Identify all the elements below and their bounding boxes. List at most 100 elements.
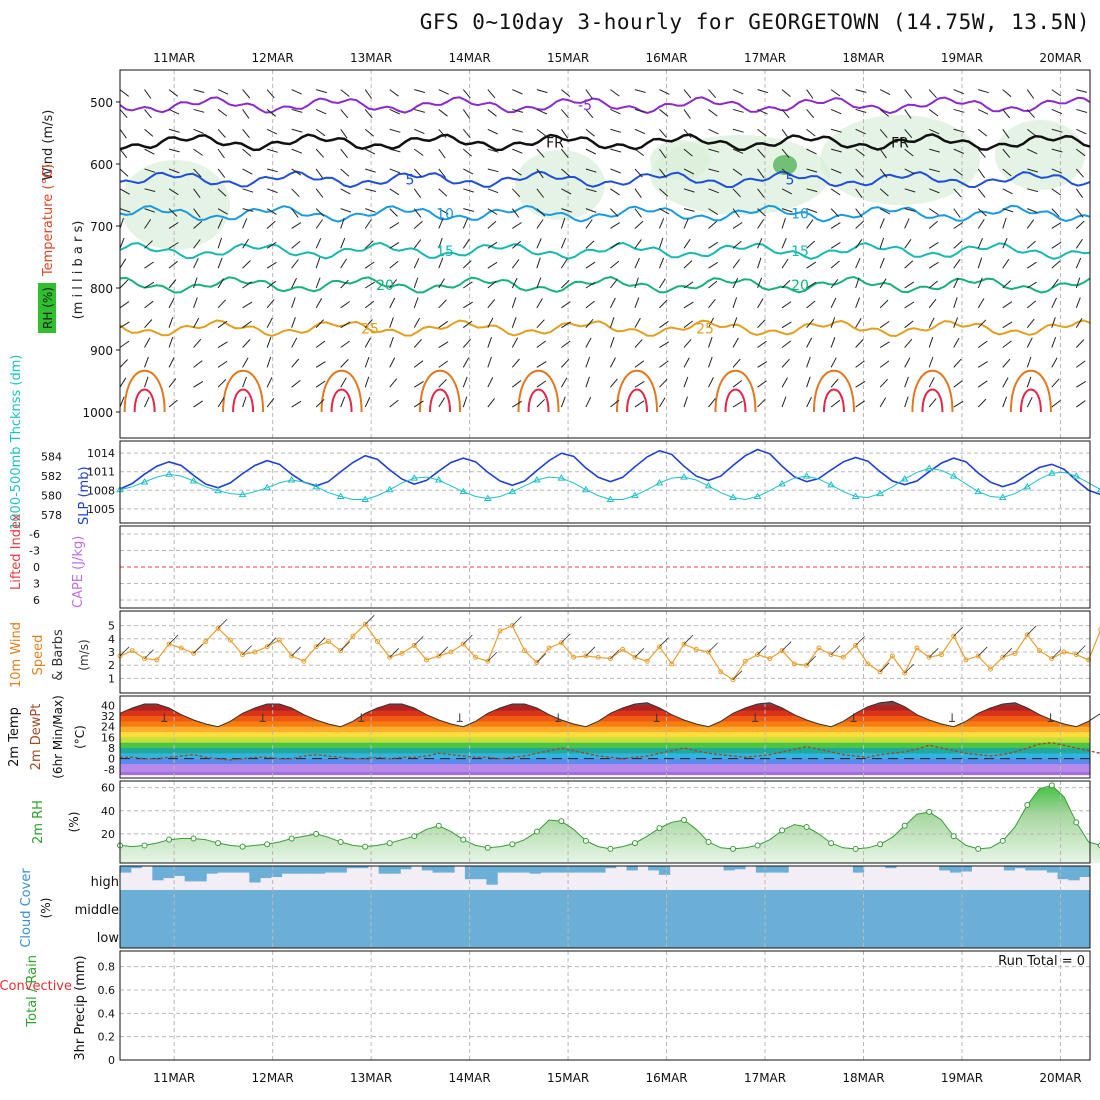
wind-barb: [266, 337, 272, 348]
cloud-high-bar: [497, 866, 509, 873]
wind-barb: [340, 188, 351, 195]
wind-barb: [806, 168, 818, 173]
thickness-marker: [1072, 472, 1081, 479]
wind-barb: [683, 208, 695, 212]
wind-barb: [462, 128, 471, 139]
bottom-date-label: 12MAR: [252, 1071, 294, 1085]
wind-barb: [953, 221, 964, 229]
slp-line: [119, 448, 1100, 496]
wind-barb: [806, 89, 814, 99]
wind-barb: [1051, 222, 1062, 229]
wind-barb: [634, 277, 639, 289]
panel-frames: [119, 69, 1091, 1061]
cloud-mid-low: [120, 890, 1090, 948]
wind-barb-10m: [1002, 647, 1013, 658]
wind-tick: 4: [108, 633, 115, 646]
wind-barb: [144, 168, 156, 173]
cloud-high-bar: [648, 866, 660, 871]
bottom-date-label: 19MAR: [941, 1071, 983, 1085]
wind-barb: [266, 356, 272, 368]
cloud-level-label: low: [97, 931, 120, 946]
wind-speed-point: [779, 648, 785, 654]
wind-barb: [340, 237, 346, 249]
wind-barb: [781, 258, 789, 269]
contour-label: 15: [791, 244, 809, 260]
cloud-ylabel: Cloud Cover: [19, 868, 34, 948]
wind-barb: [389, 168, 401, 174]
rh-shade: [120, 160, 230, 250]
rh-point: [337, 838, 344, 845]
wind-barb: [144, 148, 155, 155]
cloud-high-bar: [303, 866, 315, 874]
wind-barb-10m: [928, 647, 939, 658]
wind-barb: [1002, 208, 1014, 213]
wind-speed-point: [853, 642, 859, 648]
wind-speed-point: [1012, 650, 1018, 656]
wind-barb: [291, 168, 302, 176]
contour-label: 10: [436, 207, 454, 223]
wind-barb: [536, 208, 546, 217]
wind-barb: [168, 336, 174, 348]
contour-label: 15: [436, 244, 454, 260]
wind-barb: [879, 208, 891, 215]
wind-barb: [193, 297, 198, 309]
rh-point: [435, 822, 442, 829]
rh-point: [509, 841, 516, 848]
rh-tick: 40: [101, 805, 115, 818]
pressure-tick: 500: [90, 96, 113, 110]
contour-label: FR: [546, 135, 564, 151]
wind-barb: [977, 188, 986, 198]
precip-ylabel: 3hr Precip (mm): [73, 955, 88, 1060]
wind-speed-point: [522, 648, 528, 654]
temp-tick: 8: [108, 742, 115, 755]
wind-barb-10m: [315, 637, 326, 648]
wind-barb: [977, 361, 988, 368]
wind-barb: [291, 128, 303, 133]
wind-barb: [193, 360, 203, 368]
wind-barb: [389, 297, 396, 309]
wind-speed-point: [142, 656, 148, 662]
wind-barb: [512, 148, 523, 154]
wind-barb: [536, 188, 544, 198]
wind-barb: [340, 340, 350, 348]
wind-speed-point: [215, 625, 221, 631]
wind-barb: [929, 188, 940, 194]
temp-contour-10: [119, 204, 1091, 223]
wind-speed-point: [620, 646, 626, 652]
wind-barb: [879, 341, 890, 348]
wind-barb: [683, 238, 691, 249]
wind-barb: [364, 396, 371, 408]
wind-barb: [462, 218, 469, 229]
wind-barb: [291, 277, 297, 289]
wind-barb: [291, 188, 300, 198]
wind-barb: [659, 188, 669, 197]
wind-barb: [413, 220, 423, 229]
wind-barb-10m: [904, 663, 914, 674]
wind-barb: [266, 89, 275, 99]
wind-speed-point: [975, 653, 981, 659]
temp-ylabel: (6hr Min/Max): [51, 695, 65, 779]
panel-frame-precip: [119, 950, 1091, 1061]
wind-barb: [340, 396, 346, 408]
rh-tick: 60: [101, 782, 115, 795]
wind-speed-point: [546, 645, 552, 651]
wind-barb: [683, 396, 688, 408]
wind-barb: [1002, 89, 1012, 98]
wind-barb: [560, 217, 566, 229]
wind-barb: [732, 222, 743, 229]
wind-barb: [315, 208, 325, 217]
wind-barb: [757, 208, 766, 217]
wind-speed-point: [828, 652, 834, 658]
wind-barb: [487, 280, 497, 289]
pressure-tick: 900: [90, 344, 113, 358]
rh-point: [166, 836, 173, 843]
thickness-marker: [336, 492, 345, 500]
wind-barb: [561, 168, 571, 177]
wind-barb: [1076, 128, 1087, 135]
wind-barb: [438, 341, 449, 348]
wind-barb: [389, 108, 400, 115]
wind-barb: [830, 148, 842, 153]
wind-barb: [217, 148, 225, 159]
wind-barb: [1002, 321, 1013, 329]
wind-barb: [364, 281, 375, 289]
